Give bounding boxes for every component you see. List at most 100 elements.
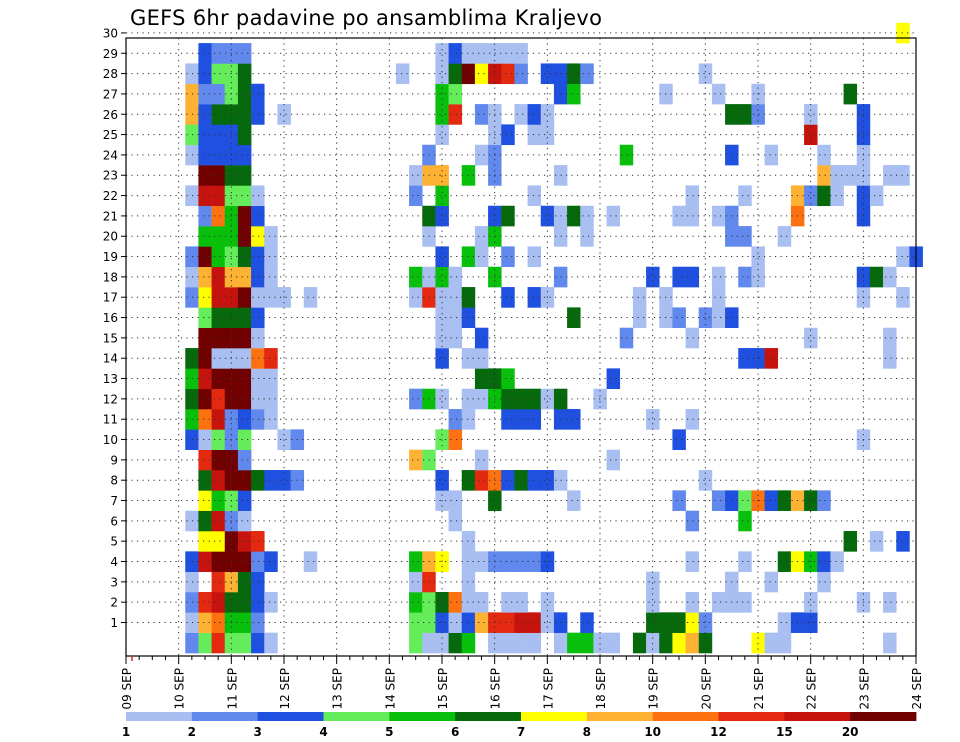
heatmap-cell [817,490,831,511]
heatmap-cell [435,307,449,329]
heatmap-cell [461,612,476,633]
heatmap-cell [527,185,542,207]
heatmap-cell [237,124,252,146]
heatmap-cell [251,307,265,329]
heatmap-cell [211,429,226,450]
heatmap-cell [501,287,515,308]
heatmap-cell [435,205,449,227]
colorbar-label: 15 [776,725,793,739]
heatmap-cell [540,388,555,410]
heatmap-cell [685,266,700,288]
heatmap-cell [211,409,226,430]
heatmap-cell [237,185,252,207]
heatmap-cell [580,612,594,633]
heatmap-cell [264,226,278,247]
heatmap-cell [251,348,265,369]
y-tick-label: 3 [110,575,118,589]
y-tick-label: 7 [110,494,118,508]
heatmap-cell [435,63,449,85]
heatmap-cell [211,510,226,532]
heatmap-cell [474,144,489,166]
heatmap-cell [501,612,515,633]
heatmap-cell [198,205,212,227]
colorbar-swatch [455,712,522,721]
heatmap-cell [251,226,265,247]
y-axis: 1234567891011121314151617181920212223242… [103,26,126,630]
heatmap-cell [237,307,252,329]
heatmap-cell [685,592,700,613]
heatmap-cell [527,409,542,430]
y-tick-label: 9 [110,453,118,467]
heatmap-cell [461,246,476,268]
heatmap-cell [501,43,515,64]
heatmap-cell [501,632,515,654]
heatmap-cell [211,307,226,329]
y-tick-label: 23 [103,169,118,183]
heatmap-cell [198,266,212,288]
heatmap-cell [198,104,212,125]
y-tick-label: 24 [103,148,118,162]
heatmap-cell [567,83,581,105]
heatmap-cell [211,144,226,166]
heatmap-cell [738,104,752,125]
y-tick-label: 16 [103,311,118,325]
heatmap-cell [448,490,463,511]
heatmap-cell [632,287,647,308]
heatmap-cell [251,287,265,308]
heatmap-cell [237,226,252,247]
heatmap-cell [804,124,818,146]
heatmap-cell [527,612,542,633]
heatmap-cell [685,327,700,349]
heatmap-cell [435,470,449,491]
heatmap-cell [237,571,252,593]
heatmap-cell [514,63,528,85]
heatmap-cell [711,490,726,511]
heatmap-cell [738,266,752,288]
heatmap-cell [698,632,713,654]
heatmap-cell [606,449,621,471]
heatmap-cell [185,185,199,207]
heatmap-cell [435,43,449,64]
heatmap-cell [448,409,463,430]
heatmap-cell [422,632,436,654]
heatmap-cell [185,551,199,572]
heatmap-cell [698,63,713,85]
heatmap-cell [237,63,252,85]
heatmap-cell [738,551,752,572]
heatmap-cell [264,592,278,613]
colorbar: 1 2 3 4 5 6 7 8 10 12 15 20 [122,712,917,739]
heatmap-cell [198,63,212,85]
heatmap-cell [896,287,910,308]
x-tick-label: 11 SEP [225,668,239,710]
heatmap-cell [448,510,463,532]
heatmap-cell [185,287,199,308]
y-tick-label: 27 [103,87,118,101]
heatmap-cell [685,409,700,430]
heatmap-cell [185,83,199,105]
heatmap-cell [461,632,476,654]
x-tick-label: 09 SEP [120,668,134,710]
heatmap-cell [211,368,226,390]
heatmap-cell [711,592,726,613]
heatmap-cell [474,104,489,125]
heatmap-cell [435,612,449,633]
heatmap-cell [237,388,252,410]
heatmap-cell [461,348,476,369]
heatmap-cell [211,571,226,593]
heatmap-cell [711,287,726,308]
heatmap-cell [567,63,581,85]
heatmap-cell [409,551,423,572]
y-tick-label: 28 [103,67,118,81]
y-tick-label: 29 [103,47,118,61]
heatmap-cell [527,632,542,654]
heatmap-cell [883,165,897,186]
heatmap-cell [211,388,226,410]
heatmap-cell [211,632,226,654]
heatmap-cell [211,43,226,64]
heatmap-cell [764,490,779,511]
heatmap-cell [198,551,212,572]
heatmap-cell [185,266,199,288]
x-tick-label: 19 SEP [647,668,661,710]
heatmap-cell [527,287,542,308]
heatmap-cell [672,429,686,450]
